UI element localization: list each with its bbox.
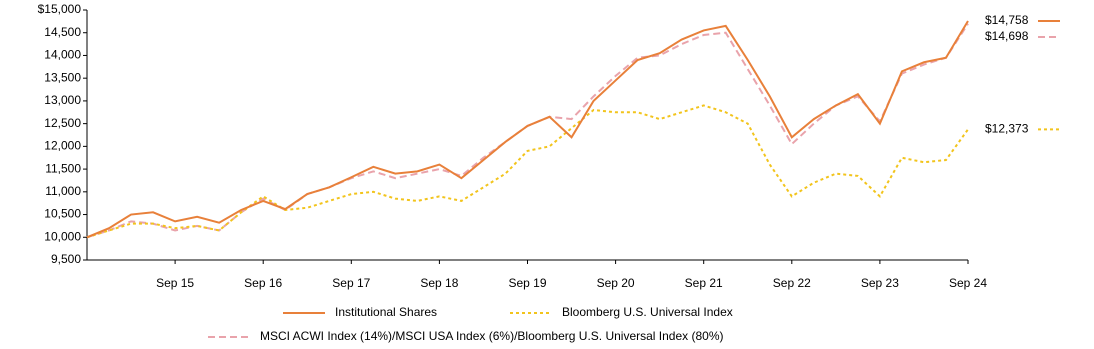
legend-label: Institutional Shares — [335, 305, 437, 319]
x-tick-label: Sep 16 — [244, 276, 282, 290]
x-tick-label: Sep 18 — [420, 276, 458, 290]
x-tick-label: Sep 23 — [861, 276, 899, 290]
y-tick-label: 13,500 — [44, 70, 81, 84]
legend-label: MSCI ACWI Index (14%)/MSCI USA Index (6%… — [260, 329, 724, 343]
y-tick-label: 10,500 — [44, 207, 81, 221]
x-tick-label: Sep 22 — [773, 276, 811, 290]
series-line — [86, 104, 969, 239]
series-line — [86, 23, 969, 239]
y-tick-label: 11,500 — [45, 161, 81, 175]
y-tick-label: 12,500 — [44, 116, 81, 130]
y-tick-label: 12,000 — [44, 139, 81, 153]
y-tick-label: 9,500 — [51, 252, 81, 266]
x-tick-label: Sep 19 — [508, 276, 546, 290]
y-tick-label: $15,000 — [38, 2, 82, 16]
x-tick-label: Sep 17 — [332, 276, 370, 290]
y-tick-label: 13,000 — [44, 93, 81, 107]
x-tick-label: Sep 24 — [949, 276, 987, 290]
y-tick-label: 10,000 — [44, 229, 81, 243]
y-tick-label: 14,000 — [44, 48, 81, 62]
end-label: $14,758 — [985, 13, 1029, 27]
x-tick-label: Sep 15 — [156, 276, 194, 290]
y-tick-label: 14,500 — [44, 25, 81, 39]
x-tick-label: Sep 20 — [597, 276, 635, 290]
x-tick-label: Sep 21 — [685, 276, 723, 290]
y-tick-label: 11,000 — [45, 184, 81, 198]
end-label: $14,698 — [985, 29, 1029, 43]
legend-label: Bloomberg U.S. Universal Index — [562, 305, 733, 319]
series-line — [86, 20, 969, 239]
end-label: $12,373 — [985, 122, 1029, 136]
